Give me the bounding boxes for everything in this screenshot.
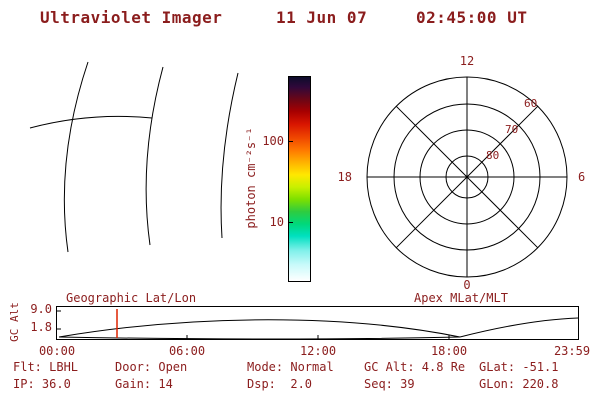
strip-chart-frame (56, 306, 579, 340)
orbit-altitude-curve-upper (58, 319, 461, 338)
status-gc-alt: GC Alt: 4.8 Re (364, 360, 466, 374)
status-glon: GLon: 220.8 (479, 377, 559, 391)
header-date: 11 Jun 07 (276, 8, 368, 27)
apex-polar-plot (366, 76, 568, 278)
meridian-arc-1 (63, 61, 89, 253)
colorbar-tick-100 (288, 141, 293, 142)
orbit-altitude-curve-right (459, 317, 579, 338)
colorbar-tick-label-10: 10 (269, 215, 284, 229)
colorbar-tick-10 (288, 222, 293, 223)
colorbar-tick-label-100: 100 (262, 134, 284, 148)
status-glat: GLat: -51.1 (479, 360, 559, 374)
parallel-arc-1 (29, 115, 153, 129)
polar-mlat-label-80: 80 (486, 149, 500, 162)
intensity-colorbar (288, 76, 311, 282)
status-door: Door: Open (115, 360, 188, 374)
status-flt: Flt: LBHL (13, 360, 79, 374)
status-gain: Gain: 14 (115, 377, 173, 391)
meridian-arc-2 (145, 66, 164, 246)
polar-caption: Apex MLat/MLT (414, 291, 508, 305)
geographic-map-panel (29, 61, 239, 253)
strip-xtick-2359: 23:59 (553, 344, 591, 358)
strip-xtick-0600: 06:00 (168, 344, 206, 358)
meridian-arc-3 (220, 72, 239, 239)
polar-spoke-diagonal-2 (395, 105, 539, 249)
strip-xtick-0000: 00:00 (38, 344, 76, 358)
orbit-altitude-curve-lower (58, 336, 461, 340)
strip-ymin-label: 1.8 (30, 320, 52, 334)
strip-ymax-label: 9.0 (30, 302, 52, 316)
polar-mlt-label-0: 0 (463, 278, 471, 292)
polar-mlt-label-18: 18 (337, 170, 352, 184)
header-time: 02:45:00 UT (416, 8, 528, 27)
app-title: Ultraviolet Imager (40, 8, 223, 27)
strip-ylabel: GC Alt (8, 302, 21, 342)
polar-mlt-label-6: 6 (578, 170, 586, 184)
status-ip: IP: 36.0 (13, 377, 71, 391)
gc-alt-strip-chart (56, 306, 579, 340)
polar-mlt-label-12: 12 (459, 54, 475, 68)
strip-xtick-1200: 12:00 (299, 344, 337, 358)
polar-mlat-label-70: 70 (505, 123, 519, 136)
colorbar-unit-label: photon cm⁻²s⁻¹ (244, 127, 258, 229)
map-caption: Geographic Lat/Lon (66, 291, 197, 305)
polar-mlat-label-60: 60 (524, 97, 538, 110)
status-dsp: Dsp: 2.0 (247, 377, 313, 391)
status-mode: Mode: Normal (247, 360, 334, 374)
status-seq: Seq: 39 (364, 377, 415, 391)
strip-xtick-1800: 18:00 (430, 344, 468, 358)
